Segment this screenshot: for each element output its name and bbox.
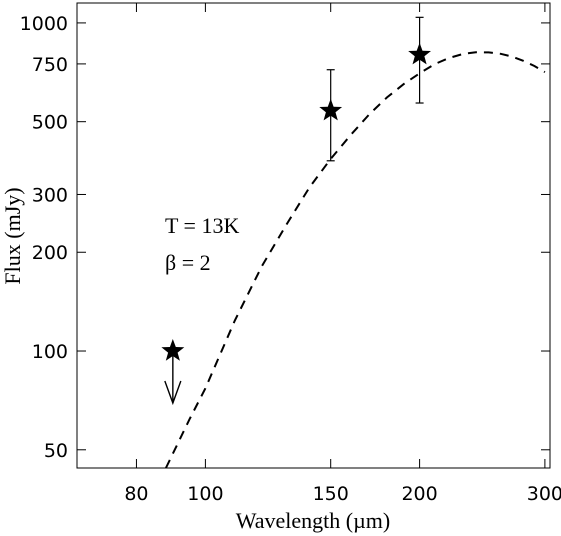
star-marker [319, 98, 343, 121]
y-tick-label-50: 50 [44, 440, 68, 462]
data-point-150 [319, 69, 343, 162]
annotation-beta: β = 2 [165, 250, 211, 275]
annotation-temperature: T = 13K [165, 213, 239, 238]
x-tick-label-150: 150 [313, 483, 349, 505]
y-tick-label-500: 500 [32, 112, 68, 134]
y-tick-label-200: 200 [32, 242, 68, 264]
x-tick-label-200: 200 [401, 483, 437, 505]
x-tick-label-300: 300 [527, 483, 561, 505]
y-tick-label-300: 300 [32, 184, 68, 206]
y-tick-label-100: 100 [32, 341, 68, 363]
data-point-90 [161, 339, 185, 406]
model-curve-dashed [165, 51, 546, 469]
plot-area-frame [76, 2, 551, 469]
y-tick-labels: 50 100 200 300 500 750 1000 [20, 13, 68, 462]
x-tick-label-80: 80 [124, 483, 148, 505]
upper-limit-arrow-head [164, 380, 182, 406]
x-tick-label-100: 100 [187, 483, 223, 505]
y-tick-label-750: 750 [32, 54, 68, 76]
data-point-200 [408, 16, 431, 104]
y-axis-label: Flux (mJy) [0, 187, 25, 284]
star-marker [408, 42, 431, 65]
star-marker [161, 339, 185, 361]
x-axis-label: Wavelength (µm) [236, 508, 390, 533]
y-tick-label-1000: 1000 [20, 13, 68, 35]
axis-ticks [77, 3, 550, 468]
data-points [161, 16, 431, 406]
x-tick-labels: 80 100 150 200 300 [124, 483, 561, 505]
